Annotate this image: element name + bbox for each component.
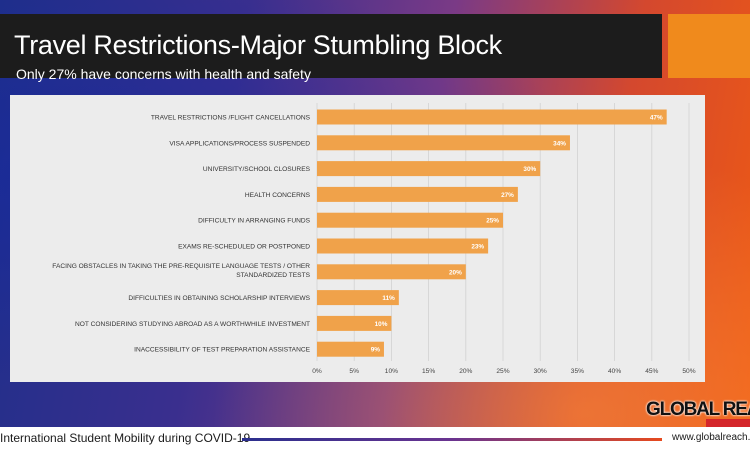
footer-caption: International Student Mobility during CO… (0, 431, 251, 445)
chart-title: Travel Restrictions-Major Stumbling Bloc… (14, 30, 502, 60)
x-tick-label: 20% (459, 368, 472, 375)
data-label: 9% (371, 347, 381, 354)
data-label: 23% (471, 244, 484, 251)
accent-block (668, 14, 750, 78)
x-tick-label: 0% (312, 368, 322, 375)
category-label: EXAMS RE-SCHEDULED OR POSTPONED (178, 244, 310, 251)
x-tick-label: 15% (422, 368, 435, 375)
data-label: 11% (382, 295, 395, 302)
x-tick-label: 45% (645, 368, 658, 375)
category-label: DIFFICULTY IN ARRANGING FUNDS (198, 218, 310, 225)
logo-wordmark: GLOBAL REACH (646, 399, 750, 420)
category-label: FACING OBSTACLES IN TAKING THE PRE-REQUI… (52, 263, 310, 279)
data-label: 47% (650, 115, 663, 122)
bar (317, 135, 570, 151)
footer-gradient-line (242, 438, 662, 441)
category-label: DIFFICULTIES IN OBTAINING SCHOLARSHIP IN… (128, 295, 310, 302)
title-bar: Travel Restrictions-Major Stumbling Bloc… (0, 14, 662, 82)
chart-panel: TRAVEL RESTRICTIONS /FLIGHT CANCELLATION… (10, 95, 705, 382)
category-label: INACCESSIBILITY OF TEST PREPARATION ASSI… (134, 347, 310, 354)
category-label: UNIVERSITY/SCHOOL CLOSURES (203, 166, 311, 173)
bar (317, 290, 399, 306)
bar (317, 264, 466, 280)
category-label: VISA APPLICATIONS/PROCESS SUSPENDED (169, 140, 310, 147)
bar (317, 315, 392, 331)
x-tick-label: 5% (349, 368, 359, 375)
data-label: 10% (375, 321, 388, 328)
data-label: 30% (523, 166, 536, 173)
data-label: 20% (449, 269, 462, 276)
footer: International Student Mobility during CO… (0, 427, 750, 450)
data-label: 34% (553, 140, 566, 147)
x-tick-label: 30% (534, 368, 547, 375)
x-tick-label: 25% (496, 368, 509, 375)
bar (317, 109, 667, 125)
bar (317, 186, 518, 202)
footer-url-link[interactable]: www.globalreach.in (672, 432, 750, 443)
data-label: 25% (486, 218, 499, 225)
category-label: HEALTH CONCERNS (245, 192, 311, 199)
x-tick-label: 10% (385, 368, 398, 375)
bar (317, 212, 503, 228)
bar (317, 161, 541, 177)
data-label: 27% (501, 192, 514, 199)
x-tick-label: 40% (608, 368, 621, 375)
bar (317, 238, 489, 254)
bar-chart: TRAVEL RESTRICTIONS /FLIGHT CANCELLATION… (52, 103, 696, 375)
x-tick-label: 50% (682, 368, 695, 375)
category-label: TRAVEL RESTRICTIONS /FLIGHT CANCELLATION… (151, 115, 311, 122)
chart-subtitle: Only 27% have concerns with health and s… (16, 66, 311, 82)
logo-tag-bar (706, 419, 750, 428)
category-label: NOT CONSIDERING STUDYING ABROAD AS A WOR… (75, 321, 310, 328)
x-tick-label: 35% (571, 368, 584, 375)
bar (317, 341, 384, 357)
